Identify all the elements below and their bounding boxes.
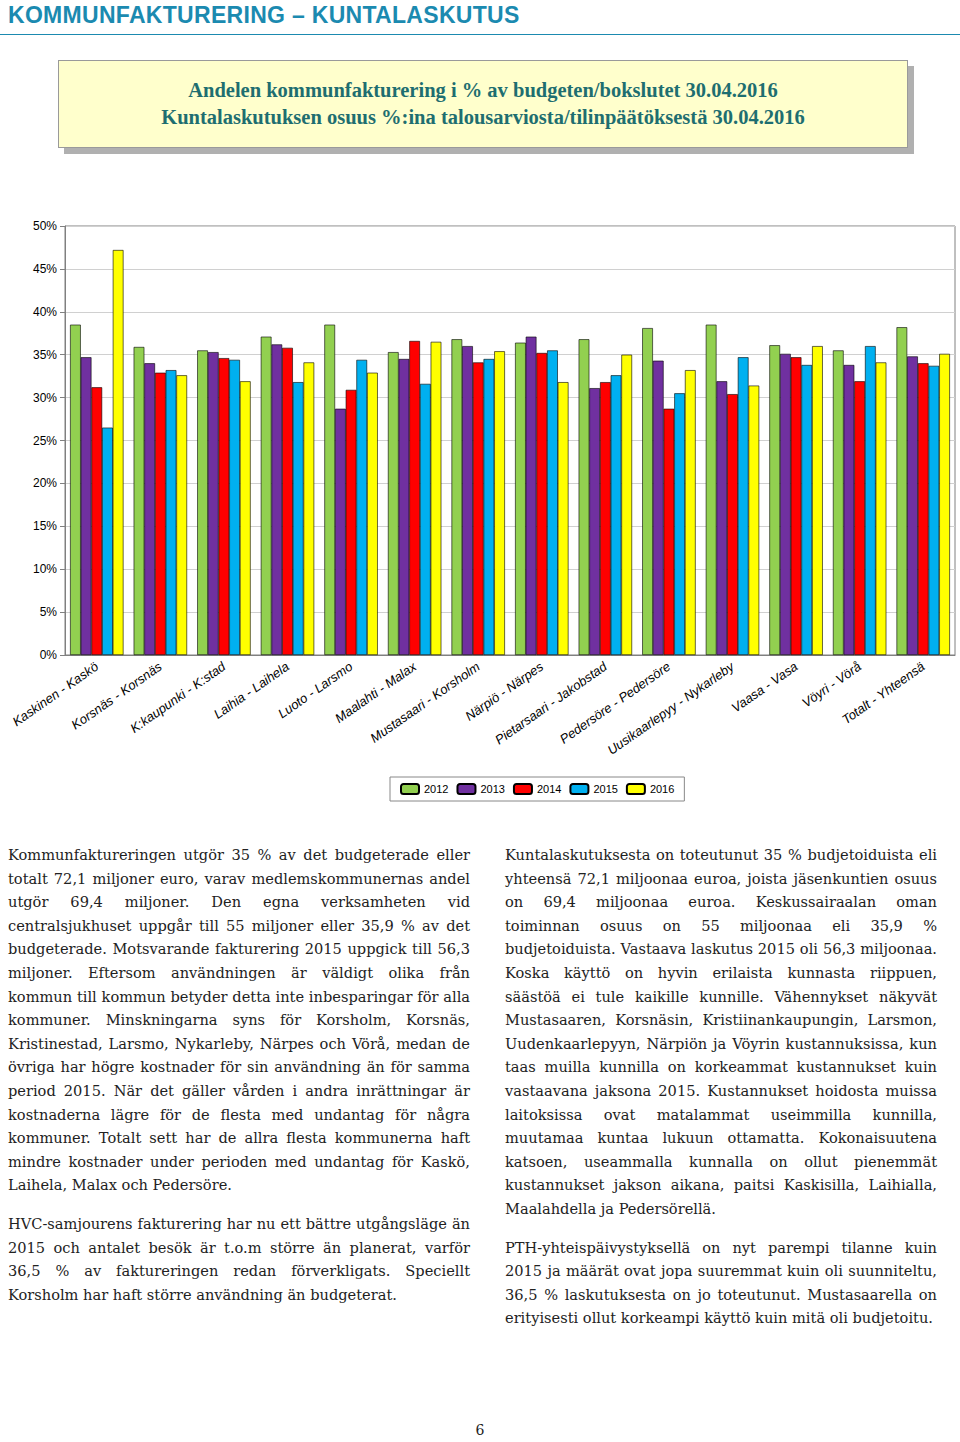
html-text:Andelen kommunfakturering i %: Andelen kommunfakturering i % av budgete… — [188, 79, 778, 101]
svg-text:Kaskinen - Kaskö: Kaskinen - Kaskö — [9, 658, 102, 730]
svg-text:15%: 15% — [33, 519, 57, 533]
svg-text:40%: 40% — [33, 305, 57, 319]
html-text:PTH-yhteispäivystyksellä on ny: PTH-yhteispäivystyksellä on nyt parempi … — [505, 1238, 937, 1327]
svg-text:30%: 30% — [33, 391, 57, 405]
svg-text:10%: 10% — [33, 562, 57, 576]
svg-text:2013: 2013 — [480, 783, 504, 795]
svg-text:Luoto - Larsmo: Luoto - Larsmo — [275, 658, 356, 722]
svg-text:35%: 35% — [33, 348, 57, 362]
svg-text:Korsnäs - Korsnäs: Korsnäs - Korsnäs — [68, 658, 165, 733]
svg-text:5%: 5% — [40, 605, 58, 619]
svg-text:45%: 45% — [33, 262, 57, 276]
html-text:Kuntalaskutuksen osuus %:ina t: Kuntalaskutuksen osuus %:ina talousarvio… — [161, 106, 805, 128]
html-text:Kuntalaskutuksesta on toteutun: Kuntalaskutuksesta on toteutunut 35 % bu… — [505, 846, 937, 1217]
svg-text:Totalt - Yhteensä: Totalt - Yhteensä — [839, 659, 928, 727]
svg-text:Vöyri - Vörå: Vöyri - Vörå — [799, 659, 864, 711]
svg-text:2014: 2014 — [537, 783, 561, 795]
svg-text:2016: 2016 — [650, 783, 674, 795]
svg-text:Mustasaari - Korsholm: Mustasaari - Korsholm — [367, 659, 482, 746]
svg-text:Vaasa - Vasa: Vaasa - Vasa — [729, 659, 801, 716]
svg-text:0%: 0% — [40, 648, 58, 662]
svg-text:Laihia - Laihela: Laihia - Laihela — [211, 658, 292, 722]
html-text:6: 6 — [475, 1422, 485, 1438]
svg-text:Pedersöre - Pedersöre: Pedersöre - Pedersöre — [557, 659, 673, 747]
svg-text:20%: 20% — [33, 476, 57, 490]
svg-text:2012: 2012 — [424, 783, 448, 795]
svg-text:K:kaupunki - K:stad: K:kaupunki - K:stad — [127, 658, 229, 735]
html-text:KOMMUNFAKTURERING – KUNTALASKU: KOMMUNFAKTURERING – KUNTALASKUTUS — [8, 2, 520, 28]
svg-text:Pietarsaari - Jakobstad: Pietarsaari - Jakobstad — [492, 658, 610, 747]
svg-text:25%: 25% — [33, 434, 57, 448]
html-text:Kommunfaktureringen utgör 35 %: Kommunfaktureringen utgör 35 % av det bu… — [8, 846, 470, 1194]
svg-text:Uusikaarlepyy - Nykarleby: Uusikaarlepyy - Nykarleby — [605, 658, 738, 758]
svg-text:Maalahti - Malax: Maalahti - Malax — [332, 658, 419, 726]
svg-text:50%: 50% — [33, 219, 57, 233]
svg-text:2015: 2015 — [593, 783, 617, 795]
svg-text:Närpiö - Närpes: Närpiö - Närpes — [462, 658, 547, 724]
html-text:HVC-samjourens fakturering har: HVC-samjourens fakturering har nu ett bä… — [8, 1214, 470, 1303]
